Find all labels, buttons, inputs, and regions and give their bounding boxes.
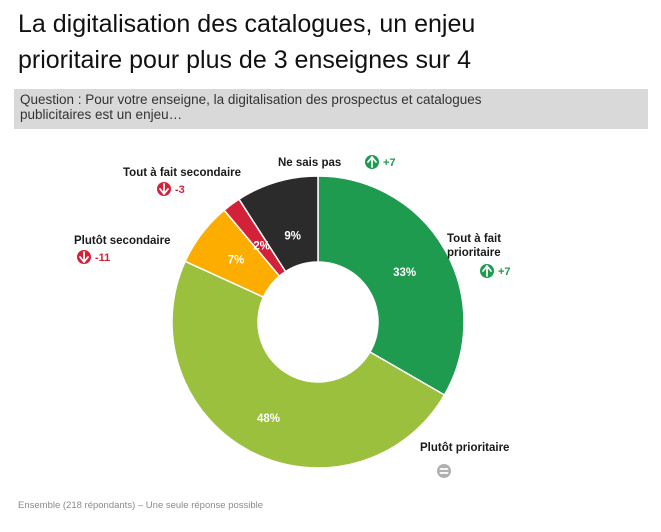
title-line-1: La digitalisation des catalogues, un enj… [18, 10, 476, 38]
delta-text-2: -11 [95, 252, 110, 264]
delta-circle-1 [437, 464, 451, 478]
category-label-2: Plutôt secondaire [74, 235, 171, 247]
delta-badge-1 [437, 464, 451, 478]
delta-text-3: -3 [175, 184, 185, 196]
slice-value-label-1: 48% [257, 413, 280, 425]
footer-note: Ensemble (218 répondants) – Une seule ré… [18, 500, 264, 511]
title-line-2: prioritaire pour plus de 3 enseignes sur… [18, 46, 472, 74]
category-label-1: Plutôt prioritaire [420, 442, 509, 454]
arrow-down-icon [79, 251, 89, 263]
delta-text-4: +7 [383, 157, 396, 169]
slice-value-label-0: 33% [393, 267, 416, 279]
slice-4 [238, 175, 319, 273]
page-title: La digitalisation des catalogues, un enj… [18, 6, 638, 78]
slice-0 [317, 175, 465, 397]
equal-icon [439, 468, 449, 474]
arrow-down-icon [159, 183, 169, 195]
category-label-0-line-1: prioritaire [447, 247, 501, 259]
question-line-2: publicitaires est un enjeu… [20, 107, 183, 122]
slice-1 [171, 260, 446, 469]
category-label-0-line-0: Tout à fait [447, 233, 501, 245]
slice-value-label-4: 9% [284, 231, 301, 243]
delta-text-0: +7 [498, 266, 511, 278]
category-label-3: Tout à fait secondaire [123, 167, 241, 179]
delta-badge-4 [365, 155, 379, 169]
delta-badge-3 [157, 182, 171, 196]
category-label-4: Ne sais pas [278, 157, 341, 169]
delta-badge-2 [77, 250, 91, 264]
arrow-up-icon [482, 265, 492, 277]
slice-value-label-2: 7% [228, 255, 245, 267]
question-box: Question : Pour votre enseigne, la digit… [14, 89, 648, 129]
arrow-up-icon [367, 156, 377, 168]
delta-badge-0 [480, 264, 494, 278]
question-line-1: Question : Pour votre enseigne, la digit… [20, 92, 482, 107]
slice-value-label-3: 2% [253, 240, 270, 252]
